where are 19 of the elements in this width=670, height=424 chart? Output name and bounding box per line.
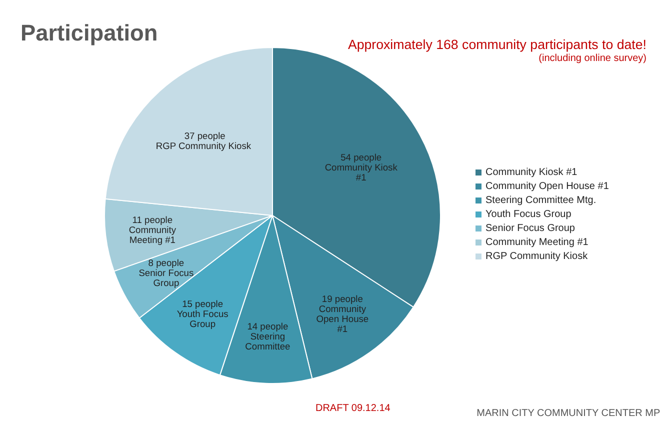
data-label: 15 people Youth Focus Group [176,299,229,330]
data-label: 11 people Community Meeting #1 [128,214,176,245]
text: (including online survey) [538,53,647,64]
legend-label: Community Meeting #1 [486,237,589,248]
data-label: 8 people Senior Focus Group [138,258,194,288]
legend-label: Community Kiosk #1 [486,167,578,178]
legend-label: Steering Committee Mtg. [486,195,596,206]
legend-label: Community Open House #1 [486,181,610,192]
legend-label: RGP Community Kiosk [486,251,589,262]
chart-title: Participation [20,20,158,46]
legend-label: Senior Focus Group [486,223,576,234]
legend-label: Youth Focus Group [486,209,572,220]
text: DRAFT 09.12.14 [315,403,391,414]
text: MARIN CITY COMMUNITY CENTER MP [476,408,660,419]
chart-subtitle: Approximately 168 community participants to date! [348,37,647,52]
data-label: 54 people Community Kiosk #1 [324,152,398,182]
data-label: 19 people Community Open House #1 [316,294,369,334]
data-label: 14 people Steering Committee [245,321,290,352]
data-label: 37 people RGP Community Kiosk [156,130,252,151]
